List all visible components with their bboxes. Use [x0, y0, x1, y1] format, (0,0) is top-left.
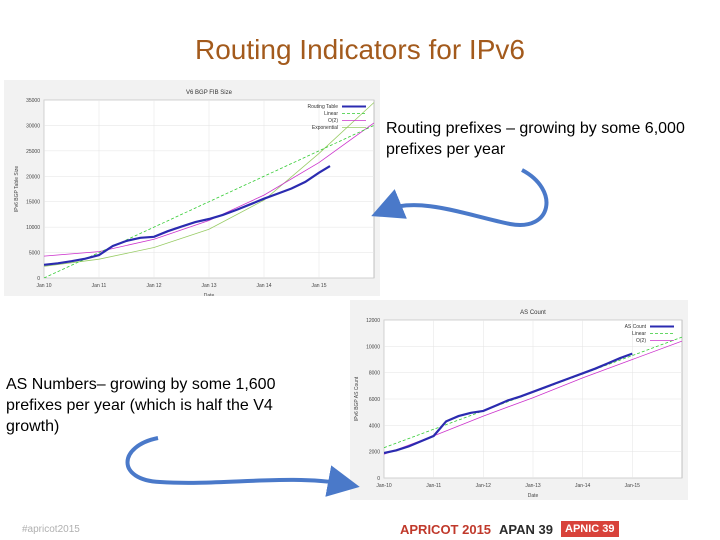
x-axis-label: Date [204, 293, 215, 296]
legend-label: AS Count [625, 324, 647, 330]
x-tick-label: Jan 12 [146, 283, 161, 289]
routing-prefixes-note: Routing prefixes – growing by some 6,000… [386, 120, 685, 158]
x-tick-label: Jan 13 [201, 283, 216, 289]
legend-label: Routing Table [308, 104, 339, 110]
legend-label: Exponential [312, 125, 338, 131]
x-tick-label: Jan-13 [525, 483, 541, 489]
y-axis-label: IPv6 BGP Table Size [14, 166, 20, 212]
x-tick-label: Jan 11 [92, 283, 107, 289]
y-tick-label: 0 [377, 476, 380, 482]
y-tick-label: 5000 [29, 251, 40, 257]
x-tick-label: Jan-12 [476, 483, 492, 489]
chart-title: AS Count [520, 310, 546, 316]
y-tick-label: 35000 [26, 98, 40, 104]
x-tick-label: Jan-11 [426, 483, 441, 489]
x-tick-label: Jan 10 [36, 283, 51, 289]
y-axis-label: IPv6 BGP AS Count [354, 376, 360, 421]
chart-title: V6 BGP FIB Size [186, 90, 233, 96]
series-group [384, 336, 682, 455]
x-axis-label: Date [528, 493, 539, 499]
arrow-to-as-chart [125, 436, 360, 497]
y-tick-label: 2000 [369, 450, 380, 456]
y-tick-label: 8000 [369, 371, 380, 377]
x-tick-label: Jan 14 [256, 283, 271, 289]
slide-title: Routing Indicators for IPv6 [195, 34, 525, 65]
apricot-logo: APRICOT 2015 [400, 521, 492, 537]
x-tick-label: Jan-10 [376, 483, 392, 489]
apnic-logo: APNIC 39 [561, 521, 619, 537]
as-numbers-note: AS Numbers– growing by some 1,600 prefix… [6, 376, 276, 435]
arrow-to-fib-chart [371, 168, 549, 227]
series-line-linear [384, 336, 682, 449]
y-tick-label: 12000 [366, 318, 380, 324]
apan-logo: APAN 39 [499, 521, 553, 537]
y-tick-label: 10000 [26, 225, 40, 231]
footer-hashtag: #apricot2015 [22, 524, 80, 535]
x-tick-label: Jan-15 [625, 483, 641, 489]
series-line-linear [44, 125, 374, 278]
series-line-exponential [44, 102, 374, 267]
y-tick-label: 25000 [26, 149, 40, 155]
series-line-o-2- [44, 122, 374, 257]
y-tick-label: 10000 [366, 344, 380, 350]
legend-label: O(2) [636, 338, 646, 344]
x-tick-label: Jan 15 [311, 283, 326, 289]
legend-label: O(2) [328, 118, 338, 124]
y-tick-label: 6000 [369, 397, 380, 403]
series-line-routing-table [44, 165, 331, 266]
ipv6-as-count-chart: AS Count 0 2000 4000 6000 8000 10000 12000 Jan-1… [350, 300, 688, 500]
series-line-as-count [384, 352, 633, 455]
footer-logos: APRICOT 2015 APAN 39 APNIC 39 [400, 518, 619, 540]
series-group [44, 102, 374, 278]
y-tick-label: 15000 [26, 200, 40, 206]
y-tick-label: 30000 [26, 123, 40, 129]
y-tick-label: 20000 [26, 174, 40, 180]
y-tick-label: 4000 [369, 423, 380, 429]
legend-label: Linear [632, 331, 646, 337]
x-tick-label: Jan-14 [575, 483, 591, 489]
ipv6-fib-size-chart: V6 BGP FIB Size 0 5000 10000 15000 20000 25000… [4, 80, 380, 296]
y-tick-label: 0 [37, 276, 40, 282]
legend-label: Linear [324, 111, 338, 117]
